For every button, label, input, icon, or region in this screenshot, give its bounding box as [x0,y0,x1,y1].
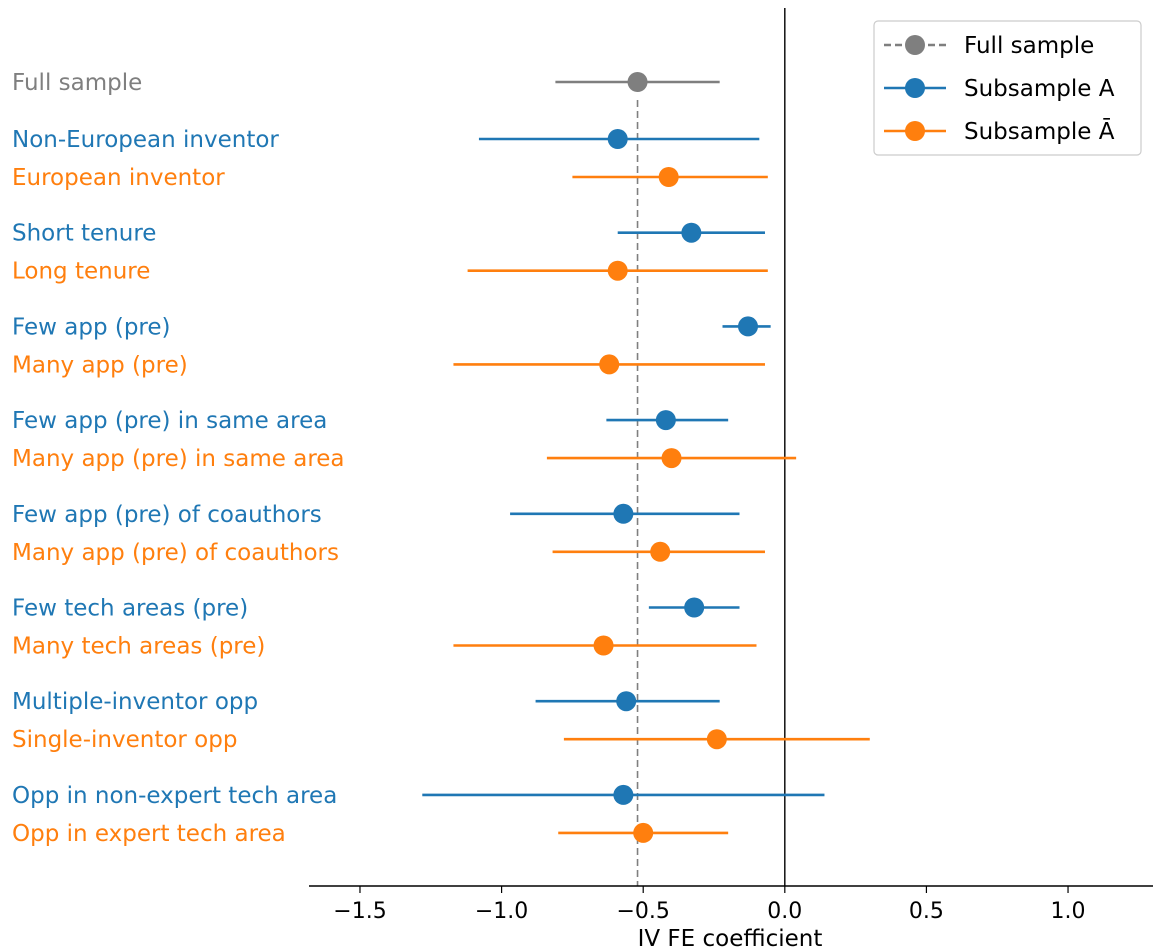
row-label: Few app (pre) [12,314,171,340]
legend: Full sample Subsample A Subsample Ā [873,20,1142,156]
legend-swatch-marker [905,78,925,98]
estimate-point [627,72,648,92]
estimate-point [607,129,628,149]
row-labels: Full sample Non-European inventor European… [12,70,345,847]
estimate-point [593,635,614,656]
estimate-point [613,503,634,524]
row-label: Many app (pre) of coauthors [12,540,339,566]
row-label: Multiple-inventor opp [12,689,258,715]
estimate-point [599,354,620,375]
row-label: Few app (pre) of coauthors [12,502,322,528]
estimate-point [684,597,705,618]
row-label: Non-European inventor [12,127,279,153]
estimate-point [706,729,727,750]
legend-box [873,20,1142,156]
estimate-point [616,691,637,712]
estimate-point [655,410,676,431]
legend-label: Subsample Ā [964,118,1115,145]
estimate-point [607,260,628,281]
row-label: Single-inventor opp [12,727,237,753]
x-axis: −1.5 −1.0 −0.5 0.0 0.5 1.0 IV FE coefficient [309,885,1153,950]
row-label: Long tenure [12,259,150,285]
legend-label: Subsample A [964,76,1115,102]
legend-swatch-marker [905,121,925,141]
x-tick-label: −0.5 [616,899,669,924]
x-axis-title: IV FE coefficient [638,926,823,950]
estimate-marks [422,72,870,843]
row-label: Full sample [12,70,142,96]
row-label: Many app (pre) in same area [12,446,345,472]
row-label: Opp in non-expert tech area [12,783,337,809]
row-label: Many tech areas (pre) [12,634,265,660]
row-label: Many app (pre) [12,352,188,378]
x-tick-label: −1.5 [333,899,386,924]
estimate-point [681,222,702,243]
estimate-point [737,316,758,337]
row-label: European inventor [12,165,225,191]
row-label: Few app (pre) in same area [12,408,327,434]
x-tick-label: 0.5 [909,899,944,924]
row-label: Short tenure [12,221,156,247]
estimate-point [658,167,679,187]
x-tick-label: 1.0 [1051,899,1086,924]
legend-label: Full sample [964,33,1094,59]
row-label: Opp in expert tech area [12,821,286,847]
estimate-point [650,541,671,562]
x-tick-label: 0.0 [767,899,802,924]
legend-swatch-marker [905,35,925,55]
estimate-point [661,448,682,469]
estimate-point [613,784,634,805]
estimate-point [633,822,654,843]
row-label: Few tech areas (pre) [12,596,248,622]
x-tick-label: −1.0 [475,899,528,924]
